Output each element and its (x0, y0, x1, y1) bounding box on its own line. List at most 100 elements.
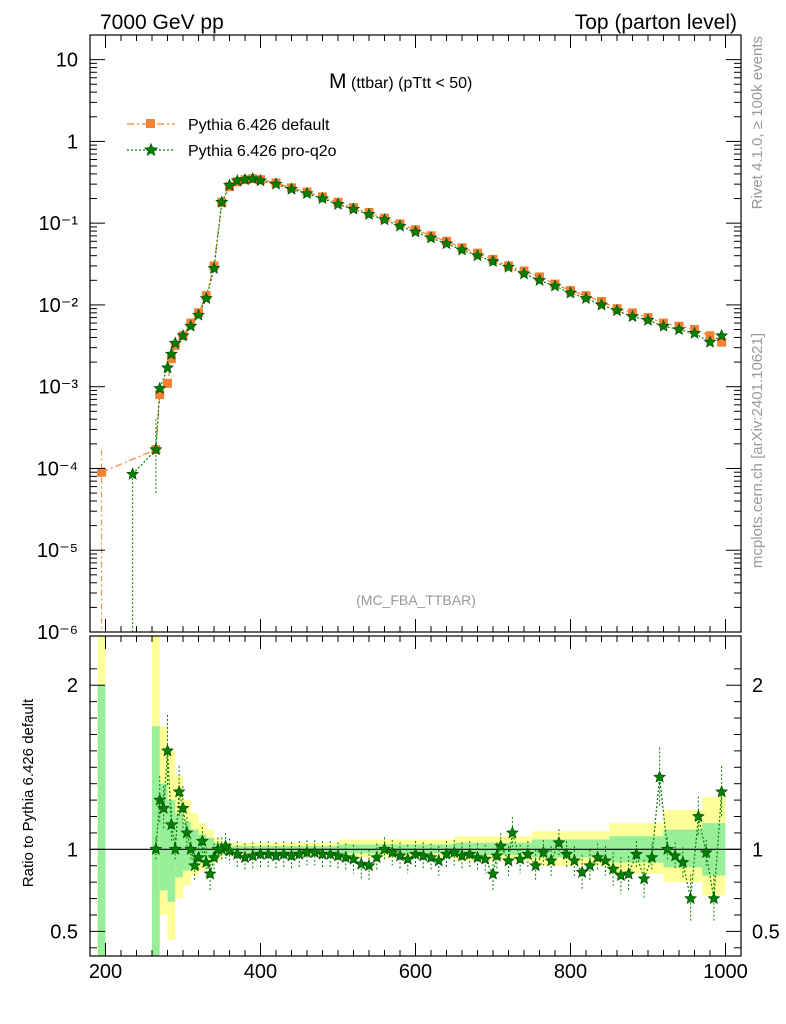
proq2o-point-12 (223, 178, 236, 191)
ratio-point-73 (629, 847, 643, 860)
ratio-point-53 (486, 867, 500, 880)
ratio-y-tick-label-right: 1 (752, 839, 763, 861)
ratio-point-4 (164, 817, 178, 831)
proq2o-point-23 (362, 207, 376, 220)
proq2o-point-9 (199, 291, 213, 304)
ratio-point-58 (513, 852, 527, 865)
proq2o-point-18 (285, 182, 298, 195)
ratio-point-72 (622, 867, 636, 880)
main-y-tick-label: 10⁻⁶ (37, 622, 78, 644)
ratio-point-44 (416, 849, 430, 862)
ratio-point-11 (192, 850, 205, 864)
proq2o-point-28 (440, 236, 453, 250)
proq2o-point-7 (184, 319, 198, 332)
ratio-point-8 (180, 826, 194, 839)
ratio-point-42 (401, 852, 415, 865)
proq2o-point-41 (641, 313, 655, 326)
proq2o-point-37 (579, 291, 593, 304)
mcplots-label: mcplots.cern.ch [arXiv:2401.10621] (749, 333, 766, 568)
ratio-point-78 (668, 849, 682, 862)
ratio-y-tick-label: 1 (67, 839, 78, 861)
ratio-y-tick-label: 2 (67, 675, 78, 697)
legend-default-marker (146, 119, 155, 128)
ratio-point-83 (707, 891, 721, 905)
ratio-y-tick-label-right: 2 (752, 675, 763, 697)
proq2o-point-3 (161, 361, 174, 374)
proq2o-point-1 (149, 442, 163, 456)
main-y-tick-label: 1 (67, 131, 78, 153)
ratio-point-32 (323, 847, 337, 860)
ratio-point-63 (552, 836, 566, 849)
axes: 200 400 600 800 1000 10⁻⁶ 10⁻⁵ 10⁻⁴ 10⁻³ 10⁻² 10⁻¹… (37, 34, 780, 983)
ratio-point-6 (172, 785, 186, 798)
ratio-point-26 (277, 847, 291, 860)
ratio-point-33 (331, 849, 345, 862)
band-inner-13 (531, 839, 610, 858)
x-tick-label: 600 (399, 961, 432, 983)
proq2o-point-2 (153, 381, 167, 395)
default-point-46 (717, 337, 727, 347)
ratio-point-70 (606, 862, 620, 875)
proq2o-point-33 (517, 267, 531, 280)
x-tick-label: 800 (554, 961, 587, 983)
main-panel (97, 171, 729, 632)
ratio-point-9 (184, 842, 198, 855)
proq2o-point-6 (176, 328, 190, 342)
legend: Pythia 6.426 default Pythia 6.426 pro-q2… (127, 117, 337, 160)
ratio-y-tick-label-right: 0.5 (752, 921, 780, 943)
ratio-point-37 (362, 858, 376, 872)
ratio-point-67 (583, 858, 597, 872)
proq2o-point-15 (246, 171, 260, 185)
ratio-point-84 (715, 785, 729, 798)
ratio-ylabel: Ratio to Pythia 6.426 default (20, 698, 37, 887)
ratio-point-82 (699, 845, 713, 859)
proq2o-point-24 (378, 213, 391, 226)
ratio-point-3 (161, 744, 174, 757)
ratio-point-36 (354, 857, 368, 870)
proq2o-point-21 (331, 197, 345, 210)
default-point-3 (163, 378, 172, 388)
proq2o-point-46 (715, 328, 729, 342)
proq2o-point-35 (548, 279, 562, 292)
legend-proq2o-label: Pythia 6.426 pro-q2o (188, 143, 337, 160)
proq2o-point-38 (595, 298, 608, 311)
rivet-label: Rivet 4.1.0, ≥ 100k events (749, 36, 766, 209)
main-y-tick-label: 10⁻³ (39, 377, 79, 399)
ratio-point-55 (494, 839, 508, 852)
proq2o-point-11 (215, 195, 229, 208)
ratio-point-52 (478, 852, 492, 865)
main-title-detail: (ttbar) (pTtt < 50) (351, 75, 472, 92)
x-tick-label: 400 (244, 961, 277, 983)
proq2o-point-29 (455, 243, 469, 256)
ratio-point-34 (339, 850, 353, 864)
proq2o-point-32 (502, 260, 515, 273)
proq2o-point-34 (533, 273, 546, 286)
proq2o-point-31 (486, 254, 500, 267)
x-tick-label: 1000 (703, 961, 748, 983)
band-inner-4 (175, 813, 183, 878)
main-y-tick-label: 10⁻² (39, 295, 79, 317)
proq2o-point-30 (471, 248, 484, 262)
default-point-0 (97, 467, 107, 477)
ratio-point-15 (207, 850, 221, 864)
ratio-point-65 (567, 854, 581, 867)
ratio-point-38 (370, 850, 384, 864)
ratio-point-14 (203, 867, 217, 880)
proq2o-point-0 (126, 467, 140, 480)
ratio-point-64 (560, 847, 574, 860)
main-y-tick-label: 10⁻⁴ (37, 458, 78, 480)
band-inner-3 (167, 800, 176, 902)
main-y-tick-label: 10⁻¹ (39, 213, 79, 235)
legend-proq2o-marker (144, 142, 158, 156)
ratio-point-43 (409, 847, 422, 860)
ratio-point-77 (660, 842, 674, 855)
band-inner-2 (159, 783, 168, 891)
proq2o-point-26 (409, 225, 422, 238)
ratio-point-62 (544, 854, 558, 867)
ratio-point-24 (261, 847, 275, 860)
ratio-point-50 (463, 847, 477, 860)
ratio-y-tick-label: 0.5 (50, 921, 78, 943)
main-y-tick-label: 10⁻⁵ (37, 540, 78, 562)
ratio-point-61 (536, 845, 550, 859)
proq2o-point-39 (610, 303, 624, 317)
